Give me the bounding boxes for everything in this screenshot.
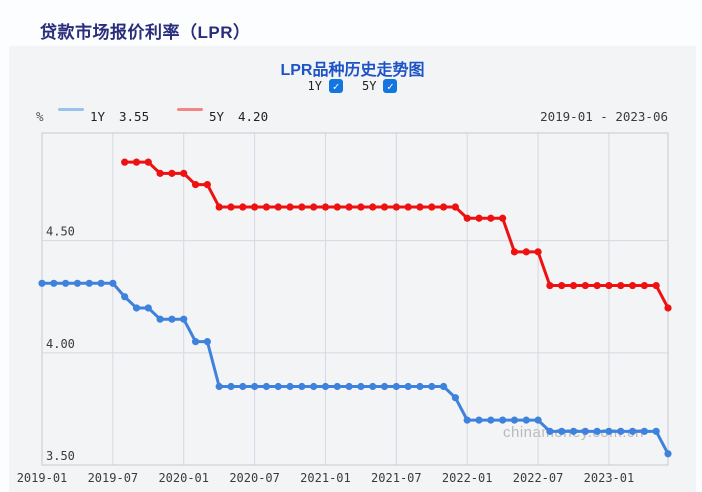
check-icon: ✓ <box>387 79 394 93</box>
svg-text:2019-01: 2019-01 <box>17 471 68 485</box>
svg-text:4.00: 4.00 <box>46 337 75 351</box>
legend-swatch-5y <box>177 108 203 111</box>
chart-panel: LPR品种历史走势图 1Y ✓ 5Y ✓ % 1Y 3.55 5Y 4.20 2… <box>9 46 696 492</box>
legend-name-1y: 1Y <box>90 109 106 124</box>
legend-name-5y: 5Y <box>209 109 225 124</box>
check-icon: ✓ <box>332 79 340 93</box>
series-toggle-controls: 1Y ✓ 5Y ✓ <box>9 79 696 93</box>
svg-text:4.50: 4.50 <box>46 225 75 239</box>
checkbox-5y[interactable]: ✓ <box>383 79 398 93</box>
svg-text:2022-07: 2022-07 <box>513 471 564 485</box>
toggle-label-5y: 5Y <box>362 79 377 93</box>
chart-title: LPR品种历史走势图 <box>280 62 425 79</box>
date-range-label: 2019-01 - 2023-06 <box>540 109 668 124</box>
svg-text:2019-07: 2019-07 <box>88 471 139 485</box>
page-title: 贷款市场报价利率（LPR） <box>40 23 251 42</box>
lpr-trend-chart[interactable]: 2019-01 2019-07 2020-01 2020-07 2021-01 2021-… <box>0 100 702 492</box>
svg-text:2022-01: 2022-01 <box>442 471 493 485</box>
svg-text:2021-07: 2021-07 <box>371 471 422 485</box>
svg-text:3.50: 3.50 <box>46 449 75 463</box>
legend-value-5y: 4.20 <box>238 109 269 124</box>
svg-text:2020-01: 2020-01 <box>158 471 209 485</box>
toggle-label-1y: 1Y <box>307 79 322 93</box>
checkbox-1y[interactable]: ✓ <box>329 79 343 93</box>
svg-text:2021-01: 2021-01 <box>300 471 351 485</box>
svg-text:2023-01: 2023-01 <box>584 471 635 485</box>
legend-value-1y: 3.55 <box>119 109 150 124</box>
legend-swatch-1y <box>58 108 84 111</box>
svg-text:2020-07: 2020-07 <box>229 471 280 485</box>
legend-row: % 1Y 3.55 5Y 4.20 2019-01 - 2023-06 <box>9 108 696 126</box>
y-axis-unit-label: % <box>36 109 44 124</box>
